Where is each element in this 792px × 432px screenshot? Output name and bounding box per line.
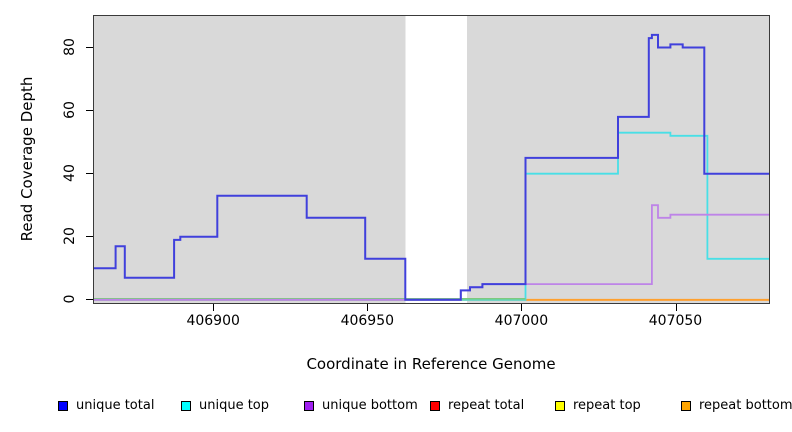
legend-label: repeat total: [448, 398, 525, 413]
x-tick-mark: [367, 304, 369, 311]
y-tick-mark: [86, 235, 93, 237]
legend-swatch-icon: [681, 401, 691, 411]
y-tick-mark: [86, 172, 93, 174]
y-tick-label: 20: [62, 226, 78, 245]
y-tick-label: 60: [62, 100, 78, 119]
coverage-step-plot: [94, 16, 769, 303]
x-tick-label: 407050: [648, 313, 703, 329]
legend: unique total unique top unique bottom repea…: [0, 398, 792, 418]
x-tick-label: 406900: [186, 313, 240, 329]
legend-swatch-icon: [555, 401, 565, 411]
legend-swatch-icon: [58, 401, 68, 411]
legend-label: repeat top: [573, 398, 641, 413]
legend-label: repeat bottom: [699, 398, 792, 413]
y-tick-mark: [86, 109, 93, 111]
y-axis-title: Read Coverage Depth: [18, 76, 36, 242]
legend-label: unique total: [76, 398, 155, 413]
x-tick-mark: [213, 304, 215, 311]
x-tick-label: 407000: [494, 313, 549, 329]
legend-label: unique bottom: [322, 398, 418, 413]
unique-total-line: [94, 33, 769, 301]
x-tick-label: 406950: [340, 313, 395, 329]
y-tick-mark: [86, 298, 93, 300]
y-tick-mark: [86, 46, 93, 48]
no-data-gap-band: [405, 16, 467, 303]
y-tick-label: 40: [62, 163, 78, 182]
legend-swatch-icon: [430, 401, 440, 411]
y-tick-label: 0: [62, 294, 78, 304]
legend-swatch-icon: [304, 401, 314, 411]
x-tick-mark: [675, 304, 677, 311]
legend-swatch-icon: [181, 401, 191, 411]
y-tick-label: 80: [62, 37, 78, 56]
x-tick-mark: [521, 304, 523, 311]
legend-label: unique top: [199, 398, 270, 413]
x-axis-title: Coordinate in Reference Genome: [306, 355, 556, 373]
plot-panel: [93, 15, 770, 304]
